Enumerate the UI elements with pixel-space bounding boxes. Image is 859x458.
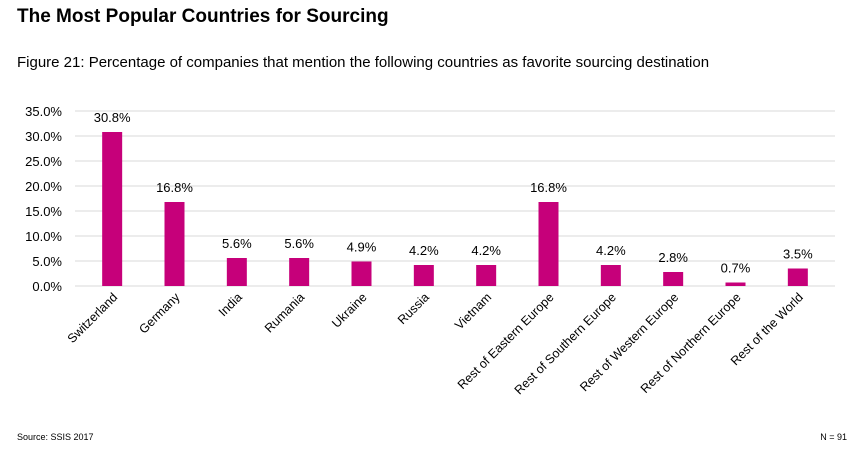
x-tick-label: Vietnam xyxy=(452,290,494,332)
y-tick-label: 25.0% xyxy=(25,154,62,169)
bar xyxy=(663,272,684,286)
x-tick-label: Rest of Southern Europe xyxy=(512,290,619,397)
bar xyxy=(102,132,123,286)
data-label: 0.7% xyxy=(721,261,751,276)
x-tick-label: Germany xyxy=(136,290,183,337)
bar xyxy=(725,282,746,286)
bar xyxy=(289,258,310,286)
data-label: 5.6% xyxy=(284,236,314,251)
data-label: 4.2% xyxy=(409,243,439,258)
data-label: 4.2% xyxy=(596,243,626,258)
bar xyxy=(787,268,808,286)
y-tick-label: 5.0% xyxy=(32,254,62,269)
data-label: 30.8% xyxy=(94,110,131,125)
y-tick-label: 0.0% xyxy=(32,279,62,294)
bar xyxy=(600,265,621,286)
sample-size: N = 91 xyxy=(820,432,847,442)
data-label: 5.6% xyxy=(222,236,252,251)
page-title: The Most Popular Countries for Sourcing xyxy=(17,6,389,27)
data-label: 2.8% xyxy=(658,250,688,265)
x-tick-label: Ukraine xyxy=(329,290,369,330)
bar xyxy=(476,265,497,286)
x-tick-label: Russia xyxy=(395,290,432,327)
bar xyxy=(164,202,185,286)
bar xyxy=(351,261,372,286)
data-label: 16.8% xyxy=(530,180,567,195)
bar xyxy=(413,265,434,286)
y-tick-label: 20.0% xyxy=(25,179,62,194)
x-tick-label: Switzerland xyxy=(65,290,121,346)
data-label: 4.9% xyxy=(347,240,377,255)
source-note: Source: SSIS 2017 xyxy=(17,432,94,442)
figure-caption: Figure 21: Percentage of companies that … xyxy=(17,54,710,71)
y-tick-label: 35.0% xyxy=(25,104,62,119)
data-label: 4.2% xyxy=(471,243,501,258)
x-tick-label: India xyxy=(216,290,245,319)
y-tick-label: 15.0% xyxy=(25,204,62,219)
data-label: 16.8% xyxy=(156,180,193,195)
bar xyxy=(538,202,559,286)
y-tick-label: 30.0% xyxy=(25,129,62,144)
x-tick-label: Rest of Northern Europe xyxy=(638,290,744,396)
x-tick-label: Rumania xyxy=(262,290,307,335)
data-label: 3.5% xyxy=(783,247,813,262)
bar xyxy=(226,258,247,286)
y-tick-label: 10.0% xyxy=(25,229,62,244)
